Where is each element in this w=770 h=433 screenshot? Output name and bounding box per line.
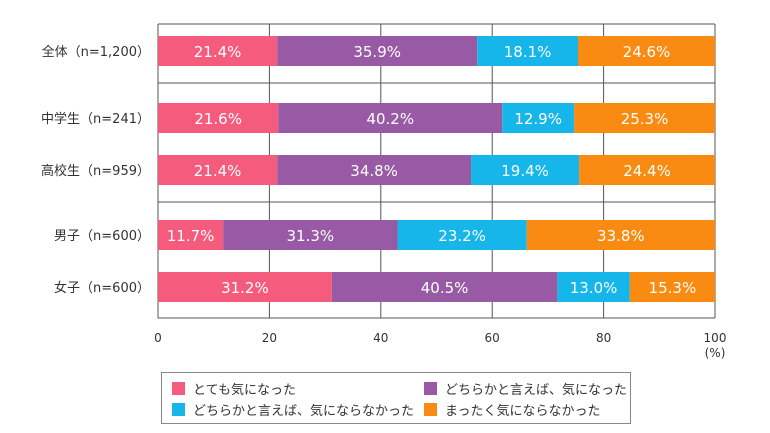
data-label: 13.0% [570, 279, 618, 297]
legend-item: どちらかと言えば、気にならなかった [172, 400, 414, 419]
bar-segment [158, 155, 278, 185]
bar-segment [397, 220, 527, 250]
data-label: 25.3% [621, 110, 669, 128]
x-tick-label: 20 [262, 331, 277, 345]
x-unit-label: (%) [705, 346, 726, 360]
data-label: 24.6% [623, 43, 671, 61]
legend-swatch [172, 382, 185, 395]
legend-swatch [424, 403, 437, 416]
data-label: 35.9% [353, 43, 401, 61]
data-label: 40.2% [366, 110, 414, 128]
bar-segment [278, 103, 503, 133]
bar-segment [477, 36, 578, 66]
bar-segment [577, 36, 715, 66]
bar-segment [158, 103, 279, 133]
data-label: 19.4% [501, 162, 549, 180]
category-label: 女子（n=600） [54, 280, 150, 296]
bar-segment [158, 272, 332, 302]
legend-item: どちらかと言えば、気になった [424, 379, 627, 398]
legend-label: とても気になった [193, 383, 296, 398]
bar-segment [471, 155, 580, 185]
bar-segment [574, 103, 715, 133]
category-label: 高校生（n=959） [41, 163, 150, 179]
legend-item: まったく気にならなかった [424, 400, 600, 419]
legend-label: まったく気にならなかった [445, 404, 601, 419]
x-tick-label: 60 [485, 331, 500, 345]
category-label: 男子（n=600） [54, 229, 150, 244]
x-tick-label: 40 [373, 331, 388, 345]
data-label: 31.3% [287, 227, 335, 245]
data-label: 12.9% [514, 110, 562, 128]
data-label: 18.1% [504, 43, 552, 61]
x-tick-label: 0 [154, 331, 162, 345]
data-label: 31.2% [221, 279, 269, 297]
bar-segment [158, 36, 278, 66]
data-label: 23.2% [438, 227, 486, 245]
x-tick-label: 80 [596, 331, 611, 345]
bar-segment [277, 36, 478, 66]
legend-label: どちらかと言えば、気にならなかった [193, 404, 415, 419]
data-label: 21.4% [194, 43, 242, 61]
legend-label: どちらかと言えば、気になった [445, 383, 628, 398]
data-label: 21.4% [194, 162, 242, 180]
legend-item: とても気になった [172, 379, 296, 398]
bar-segment [526, 220, 715, 250]
data-label: 24.4% [623, 162, 671, 180]
data-label: 15.3% [649, 279, 697, 297]
bar-segment [629, 272, 715, 302]
bar-segment [557, 272, 630, 302]
bar-segment [158, 220, 224, 250]
category-label: 全体（n=1,200） [42, 44, 150, 60]
legend: とても気になった どちらかと言えば、気になったどちらかと言えば、気にならなかった ま… [161, 372, 631, 424]
legend-swatch [424, 382, 437, 395]
data-label: 40.5% [421, 279, 469, 297]
bar-segment [579, 155, 715, 185]
data-label: 34.8% [350, 162, 398, 180]
category-label: 中学生（n=241） [41, 111, 150, 127]
legend-swatch [172, 403, 185, 416]
data-label: 11.7% [167, 227, 215, 245]
bar-segment [331, 272, 558, 302]
bar-segment [223, 220, 398, 250]
x-tick-label: 100 [704, 331, 727, 345]
bar-segment [502, 103, 575, 133]
bar-segment [277, 155, 472, 185]
data-label: 21.6% [194, 110, 242, 128]
data-label: 33.8% [597, 227, 645, 245]
